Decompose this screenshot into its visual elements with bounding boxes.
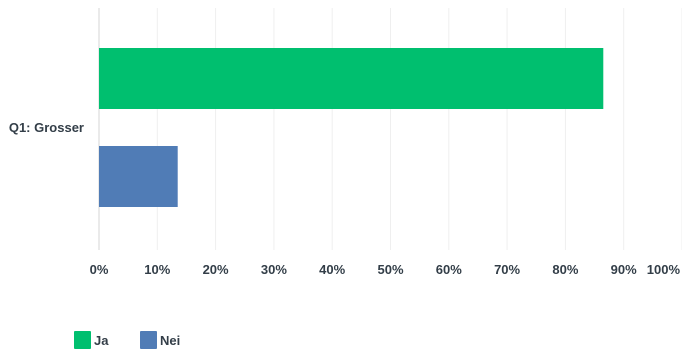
bar-nei bbox=[99, 146, 178, 207]
legend-swatch-nei bbox=[140, 331, 157, 349]
legend: Ja Nei bbox=[74, 331, 180, 349]
x-tick-label: 60% bbox=[436, 262, 462, 277]
x-tick-label: 100% bbox=[647, 262, 681, 277]
x-axis: 0% 10% 20% 30% 40% 50% 60% 70% 80% 90% 100% bbox=[90, 262, 681, 277]
y-axis: Q1: Grosser bbox=[9, 120, 84, 135]
grid-lines bbox=[98, 8, 682, 250]
x-tick-label: 20% bbox=[203, 262, 229, 277]
bars bbox=[99, 48, 604, 207]
legend-label-nei: Nei bbox=[160, 333, 180, 348]
x-tick-label: 70% bbox=[494, 262, 520, 277]
x-tick-label: 40% bbox=[319, 262, 345, 277]
bar-ja bbox=[99, 48, 604, 109]
x-tick-label: 80% bbox=[552, 262, 578, 277]
x-tick-label: 0% bbox=[90, 262, 109, 277]
x-tick-label: 90% bbox=[611, 262, 637, 277]
x-tick-label: 10% bbox=[144, 262, 170, 277]
x-tick-label: 50% bbox=[377, 262, 403, 277]
legend-label-ja: Ja bbox=[94, 333, 109, 348]
category-label: Q1: Grosser bbox=[9, 120, 84, 135]
legend-swatch-ja bbox=[74, 331, 91, 349]
x-tick-label: 30% bbox=[261, 262, 287, 277]
